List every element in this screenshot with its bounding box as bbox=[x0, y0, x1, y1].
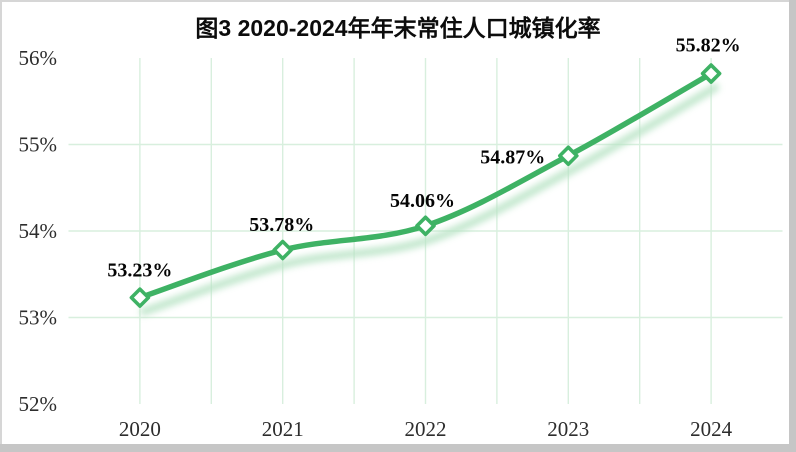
data-label: 54.06% bbox=[390, 190, 455, 212]
y-axis-tick-label: 56% bbox=[19, 46, 58, 70]
y-axis-tick-label: 53% bbox=[19, 306, 58, 330]
line-glow bbox=[139, 83, 720, 316]
x-axis-tick-label: 2021 bbox=[262, 417, 304, 441]
window-edge-bottom bbox=[0, 444, 796, 452]
data-label: 54.87% bbox=[480, 147, 545, 169]
data-point-marker bbox=[415, 215, 436, 237]
data-label: 53.23% bbox=[107, 260, 172, 282]
data-label: 55.82% bbox=[676, 35, 741, 57]
data-point-marker bbox=[700, 63, 722, 84]
x-axis-tick-label: 2020 bbox=[119, 417, 161, 441]
y-axis-tick-label: 55% bbox=[19, 133, 58, 157]
data-point-marker bbox=[129, 287, 151, 308]
x-axis-tick-label: 2024 bbox=[690, 417, 733, 441]
x-axis-tick-label: 2022 bbox=[405, 417, 447, 441]
x-axis-tick-label: 2023 bbox=[547, 417, 589, 441]
y-axis-tick-label: 52% bbox=[19, 392, 58, 416]
data-label: 53.78% bbox=[249, 214, 314, 236]
window-edge-top bbox=[0, 0, 796, 2]
data-point-marker bbox=[272, 239, 293, 261]
data-point-marker bbox=[558, 145, 579, 167]
y-axis-tick-label: 54% bbox=[19, 219, 58, 243]
window-edge-left bbox=[0, 0, 2, 452]
window-edge-right bbox=[789, 0, 796, 452]
chart-title: 图3 2020-2024年年末常住人口城镇化率 bbox=[195, 15, 601, 41]
